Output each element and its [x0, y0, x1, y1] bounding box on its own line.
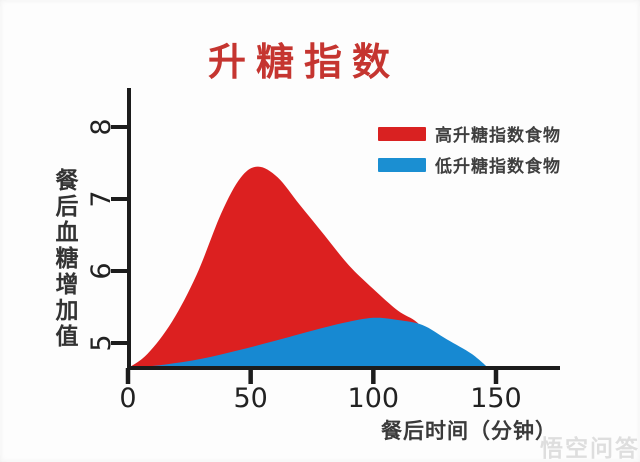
- x-tick-label: 50: [233, 383, 268, 414]
- y-tick-label: 7: [85, 190, 117, 208]
- legend-swatch-low-gi: [378, 157, 426, 172]
- legend-item-high-gi: 高升糖指数食物: [378, 121, 561, 146]
- legend-swatch-high-gi: [378, 126, 426, 141]
- legend-item-low-gi: 低升糖指数食物: [378, 152, 561, 177]
- y-tick-label: 6: [85, 262, 117, 280]
- area-high-gi: [128, 166, 455, 369]
- chart-title: 升糖指数: [207, 40, 400, 84]
- legend: 高升糖指数食物 低升糖指数食物: [378, 121, 561, 183]
- x-tick-label: 150: [470, 383, 522, 414]
- x-axis-title: 餐后时间（分钟）: [381, 419, 557, 443]
- legend-label-low-gi: 低升糖指数食物: [435, 157, 561, 177]
- y-axis-title: 餐后血糖增加值: [51, 168, 77, 350]
- watermark: 悟空问答: [540, 436, 640, 462]
- area-low-gi: [128, 317, 489, 369]
- y-tick-label: 8: [85, 118, 117, 136]
- x-tick-label: 0: [119, 383, 137, 414]
- y-tick-label: 5: [85, 334, 117, 352]
- legend-label-high-gi: 高升糖指数食物: [435, 126, 561, 146]
- x-tick-label: 100: [347, 383, 400, 414]
